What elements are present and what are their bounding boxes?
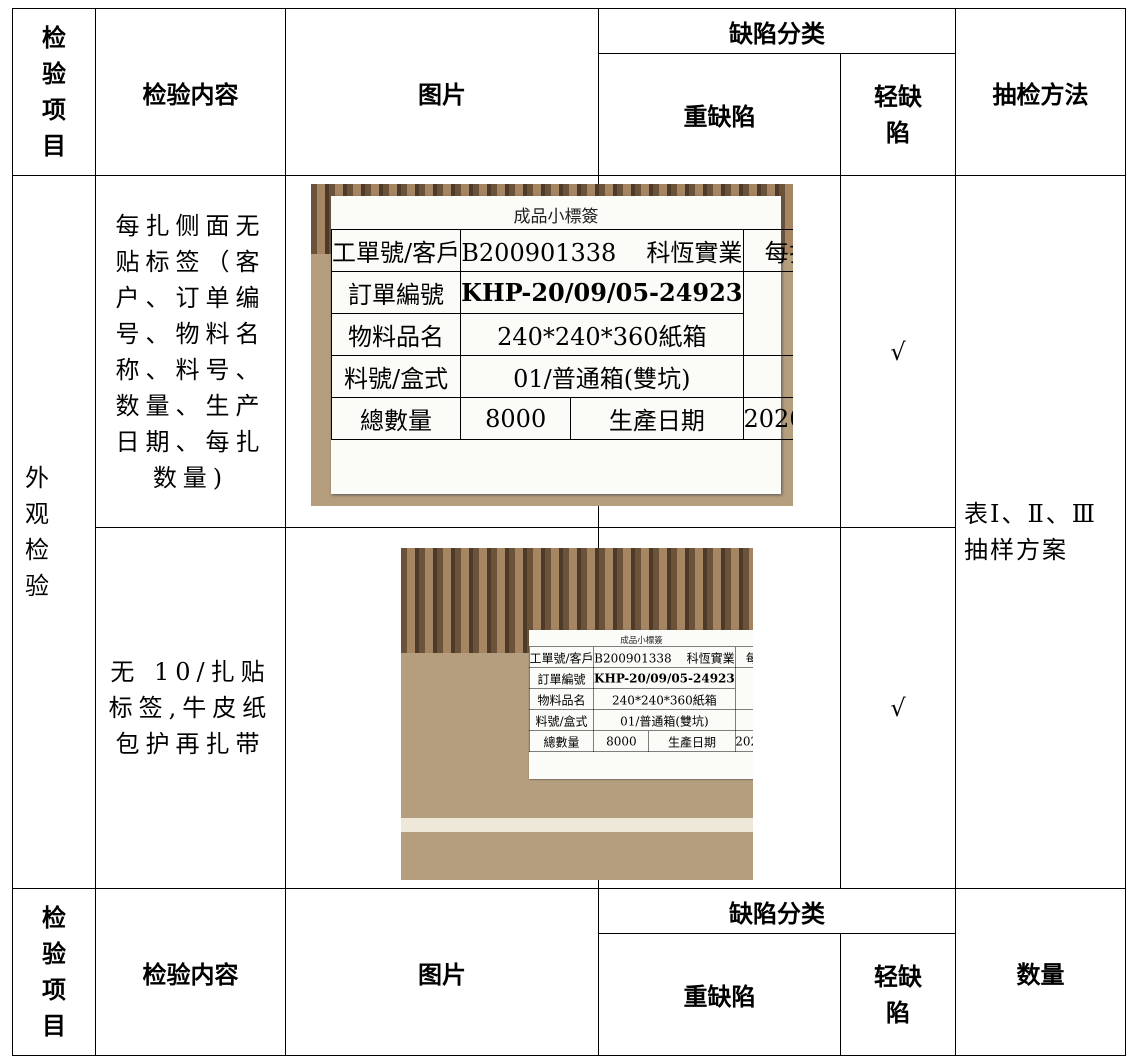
header-minor: 轻缺陷: [874, 82, 922, 147]
header-content: 检验内容: [95, 8, 286, 176]
label-field: 8000: [593, 730, 650, 752]
label-field: KHP-20/09/05-24923: [593, 667, 736, 689]
photo-cell: 成品小標簽工單號/客戶B200901338科恆實業每扎數量訂單編號KHP-20/…: [285, 527, 753, 889]
label-field: 工單號/客戶: [528, 646, 595, 668]
row: 物料品名 240*240*360紙箱: [330, 313, 794, 356]
header-defect: 缺陷分类: [598, 888, 956, 934]
label-field: 8000: [460, 397, 572, 440]
label-field: 2020/11/21: [742, 397, 793, 440]
row-content: 每扎侧面无贴标签（客户、订单编号、物料名称、料号、数量、生产日期、每扎数量): [95, 175, 286, 528]
label-table: 工單號/客戶B200901338科恆實業每扎數量訂單編號KHP-20/09/05…: [330, 229, 794, 440]
label-field: 10: [742, 271, 793, 356]
label-field: 01/普通箱(雙坑): [593, 709, 736, 731]
label-field: 10: [734, 667, 753, 710]
photo-cell: 成品小標簽工單號/客戶B200901338科恆實業每扎數量訂單編號KHP-20/…: [285, 175, 793, 528]
label-title: 成品小標簽: [513, 207, 599, 227]
label-field: 料號/盒式: [528, 709, 595, 731]
photo: 成品小標簽工單號/客戶B200901338科恆實業每扎數量訂單編號KHP-20/…: [311, 184, 793, 506]
group: 外观检验: [25, 464, 49, 600]
header-method: 抽检方法: [955, 8, 1126, 176]
label-field: 01/普通箱(雙坑): [460, 355, 744, 398]
header-item: 检验项目: [42, 24, 66, 160]
label-field: 240*240*360紙箱: [593, 688, 736, 710]
cell: 检验项目: [12, 8, 96, 176]
decoration: 检验项目 检验内容 图片 缺陷分类 抽检方法 重缺陷 轻缺陷 外观检验 每扎侧面…: [12, 8, 1126, 1056]
header-content: 检验内容: [95, 888, 286, 1056]
label-field: 訂單編號: [330, 271, 462, 314]
row-minor: √: [840, 527, 956, 889]
header-minor: 轻缺陷: [874, 962, 922, 1027]
row-content: 无 10/扎贴标签,牛皮纸包护再扎带: [95, 527, 286, 889]
label-field: B200901338 科恆實業: [460, 229, 744, 272]
cell: 轻缺陷: [840, 53, 956, 176]
inspection-table: 检验项目 检验内容 图片 缺陷分类 抽检方法 重缺陷 轻缺陷 外观检验 每扎侧面…: [12, 8, 1126, 1056]
label-field: 總數量: [528, 730, 595, 752]
label-field: KHP-20/09/05-24923: [460, 271, 744, 314]
label-field: 訂單編號: [528, 667, 595, 689]
label-field: 生產日期: [648, 730, 736, 752]
header-defect: 缺陷分类: [598, 8, 956, 54]
row: 重缺陷 轻缺陷: [13, 933, 1126, 1056]
cell: 外观检验: [12, 175, 96, 889]
label-field: 240*240*360紙箱: [460, 313, 744, 356]
photo: 成品小標簽工單號/客戶B200901338科恆實業每扎數量訂單編號KHP-20/…: [401, 548, 753, 880]
label-field: 物料品名: [330, 313, 462, 356]
label-title: 成品小標簽: [620, 635, 663, 646]
header-item: 检验项目: [42, 904, 66, 1040]
label-field: 物料品名: [528, 688, 595, 710]
row: 外观检验 每扎侧面无贴标签（客户、订单编号、物料名称、料号、数量、生产日期、每扎…: [12, 175, 1126, 889]
label-field: 生產日期: [570, 397, 744, 440]
label-field: 每扎數量: [734, 646, 753, 668]
label-field: 工單號/客戶: [330, 229, 462, 272]
label-field: 2020/11/21: [734, 730, 753, 752]
document: 检验项目 检验内容 图片 缺陷分类 抽检方法 重缺陷 轻缺陷 外观检验 每扎侧面…: [12, 8, 1126, 1056]
header-method: 数量: [955, 888, 1126, 1056]
cell: 检验项目: [12, 888, 96, 1056]
label-field: 料號/盒式: [330, 355, 462, 398]
header-image: 图片: [285, 8, 599, 176]
label-card: 成品小標簽工單號/客戶B200901338科恆實業每扎數量訂單編號KHP-20/…: [330, 196, 793, 494]
row: 物料品名 240*240*360紙箱: [528, 688, 753, 710]
row: 检验项目 检验内容 图片 缺陷分类 数量: [12, 888, 1126, 1056]
label-text: 科恆實業: [686, 651, 735, 666]
row: 總數量8000生產日期2020/11/21尾數 ___: [528, 730, 753, 752]
row: 料號/盒式 01/普通箱(雙坑): [330, 355, 794, 398]
header-major: 重缺陷: [598, 933, 841, 1056]
row-minor: √: [840, 175, 956, 528]
label-field: 每扎數量: [742, 229, 793, 272]
label-field: B200901338 科恆實業: [593, 646, 736, 668]
label-card: 成品小標簽工單號/客戶B200901338科恆實業每扎數量訂單編號KHP-20/…: [528, 630, 753, 779]
decoration: [401, 818, 753, 832]
cell: 轻缺陷: [840, 933, 956, 1056]
header-major: 重缺陷: [598, 53, 841, 176]
row: 重缺陷 轻缺陷: [13, 53, 1126, 176]
row: 料號/盒式 01/普通箱(雙坑): [528, 709, 753, 731]
method: 表Ⅰ、Ⅱ、Ⅲ抽样方案: [955, 175, 1126, 889]
label-text: B200901338: [461, 239, 617, 267]
label-table: 工單號/客戶B200901338科恆實業每扎數量訂單編號KHP-20/09/05…: [528, 646, 753, 752]
label-field: 總數量: [330, 397, 462, 440]
header-image: 图片: [285, 888, 599, 1056]
row: 總數量8000生產日期2020/11/21尾數 ___: [330, 397, 793, 440]
label-text: 科恆實業: [646, 239, 743, 267]
row: 无 10/扎贴标签,牛皮纸包护再扎带 成品小標簽 工單號/客戶 B200901338…: [13, 527, 1126, 889]
row: 检验项目 检验内容 图片 缺陷分类 抽检方法: [12, 8, 1126, 176]
label-text: B200901338: [594, 651, 672, 666]
